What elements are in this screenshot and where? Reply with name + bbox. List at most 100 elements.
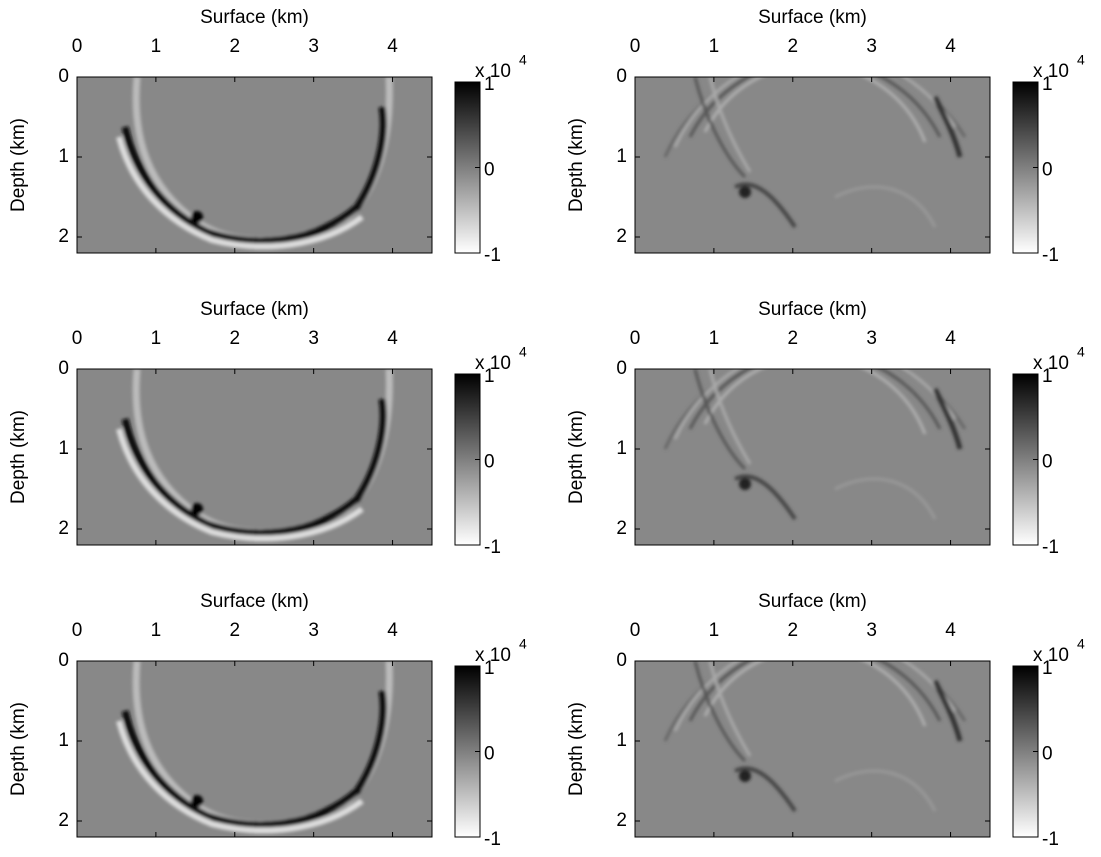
- x-tick-label: 4: [945, 620, 956, 641]
- x-tick-label: 3: [308, 620, 319, 641]
- x-tick-label: 2: [229, 36, 240, 57]
- colorbar-multiplier: x 10: [1033, 353, 1069, 374]
- x-tick-label: 2: [787, 620, 798, 641]
- colorbar-multiplier: x 10: [1033, 645, 1069, 666]
- y-tick-label: 1: [58, 146, 69, 167]
- y-tick-label: 0: [616, 358, 627, 379]
- colorbar-tick-label: 1: [484, 366, 495, 387]
- colorbar-tick-label: 0: [484, 452, 495, 473]
- y-axis-label: Depth (km): [8, 702, 29, 796]
- colorbar-tick-label: -1: [484, 245, 501, 266]
- x-tick-label: 1: [709, 328, 720, 349]
- colorbar-multiplier: x 10: [475, 61, 511, 82]
- seismic-image: [77, 77, 432, 253]
- x-tick-label: 4: [945, 328, 956, 349]
- colorbar-multiplier: x 10: [475, 645, 511, 666]
- axes-frame: [76, 660, 433, 838]
- y-tick-label: 0: [616, 650, 627, 671]
- x-tick-label: 3: [308, 328, 319, 349]
- colorbar-tick-label: 1: [1042, 658, 1053, 679]
- x-tick-label: 2: [787, 36, 798, 57]
- y-tick-label: 2: [58, 810, 69, 831]
- seismic-image: [635, 54, 990, 253]
- axes-frame: [76, 368, 433, 546]
- x-tick-label: 0: [72, 620, 83, 641]
- colorbar-tick-label: -1: [1042, 829, 1059, 850]
- x-tick-label: 1: [151, 620, 162, 641]
- x-tick-label: 4: [387, 36, 398, 57]
- x-axis-label: Surface (km): [758, 7, 867, 28]
- y-axis-label: Depth (km): [8, 118, 29, 212]
- y-axis-label: Depth (km): [566, 410, 587, 504]
- colorbar-tick-label: 1: [1042, 366, 1053, 387]
- colorbar-exponent: 4: [519, 636, 527, 652]
- y-tick-label: 0: [616, 66, 627, 87]
- y-tick-label: 1: [58, 730, 69, 751]
- y-tick-label: 0: [58, 66, 69, 87]
- axes-frame: [76, 76, 433, 254]
- x-tick-label: 2: [787, 328, 798, 349]
- x-tick-label: 3: [866, 620, 877, 641]
- x-tick-label: 0: [630, 328, 641, 349]
- x-tick-label: 0: [630, 36, 641, 57]
- colorbar-tick-label: -1: [1042, 537, 1059, 558]
- y-tick-label: 1: [616, 146, 627, 167]
- seismic-image: [635, 346, 990, 545]
- y-tick-label: 1: [616, 730, 627, 751]
- colorbar-tick-label: 0: [1042, 744, 1053, 765]
- colorbar-tick-label: 1: [484, 658, 495, 679]
- y-axis-label: Depth (km): [8, 410, 29, 504]
- x-tick-label: 1: [709, 36, 720, 57]
- y-tick-label: 1: [58, 438, 69, 459]
- colorbar-exponent: 4: [1077, 636, 1085, 652]
- seismic-image: [635, 638, 990, 837]
- colorbar-exponent: 4: [1077, 52, 1085, 68]
- colorbar-tick-label: -1: [1042, 245, 1059, 266]
- colorbar-exponent: 4: [519, 344, 527, 360]
- colorbar-tick-label: -1: [484, 829, 501, 850]
- colorbar-tick-label: 0: [1042, 160, 1053, 181]
- x-tick-label: 2: [229, 620, 240, 641]
- x-tick-label: 1: [151, 36, 162, 57]
- colorbar-tick-label: 1: [484, 74, 495, 95]
- colorbar-tick-label: 0: [1042, 452, 1053, 473]
- y-tick-label: 0: [58, 650, 69, 671]
- x-axis-label: Surface (km): [200, 299, 309, 320]
- x-tick-label: 0: [630, 620, 641, 641]
- x-tick-label: 1: [709, 620, 720, 641]
- y-tick-label: 2: [58, 518, 69, 539]
- x-axis-label: Surface (km): [758, 591, 867, 612]
- x-tick-label: 1: [151, 328, 162, 349]
- x-axis-label: Surface (km): [758, 299, 867, 320]
- x-tick-label: 0: [72, 36, 83, 57]
- y-tick-label: 2: [58, 226, 69, 247]
- y-tick-label: 0: [58, 358, 69, 379]
- y-tick-label: 2: [616, 810, 627, 831]
- x-axis-label: Surface (km): [200, 591, 309, 612]
- colorbar-tick-label: 1: [1042, 74, 1053, 95]
- seismic-image: [77, 369, 432, 545]
- y-tick-label: 2: [616, 226, 627, 247]
- x-tick-label: 4: [387, 620, 398, 641]
- y-tick-label: 2: [616, 518, 627, 539]
- x-tick-label: 3: [308, 36, 319, 57]
- colorbar-multiplier: x 10: [475, 353, 511, 374]
- axes-frame: [634, 76, 991, 254]
- x-tick-label: 3: [866, 328, 877, 349]
- x-axis-label: Surface (km): [200, 7, 309, 28]
- colorbar-multiplier: x 10: [1033, 61, 1069, 82]
- images: [77, 54, 990, 837]
- colorbar-tick-label: 0: [484, 160, 495, 181]
- x-tick-label: 2: [229, 328, 240, 349]
- x-tick-label: 4: [945, 36, 956, 57]
- x-tick-label: 0: [72, 328, 83, 349]
- axes-frame: [634, 368, 991, 546]
- x-tick-label: 4: [387, 328, 398, 349]
- seismic-image: [77, 661, 432, 837]
- colorbar-exponent: 4: [1077, 344, 1085, 360]
- y-tick-label: 1: [616, 438, 627, 459]
- colorbar-tick-label: -1: [484, 537, 501, 558]
- axes-frame: [634, 660, 991, 838]
